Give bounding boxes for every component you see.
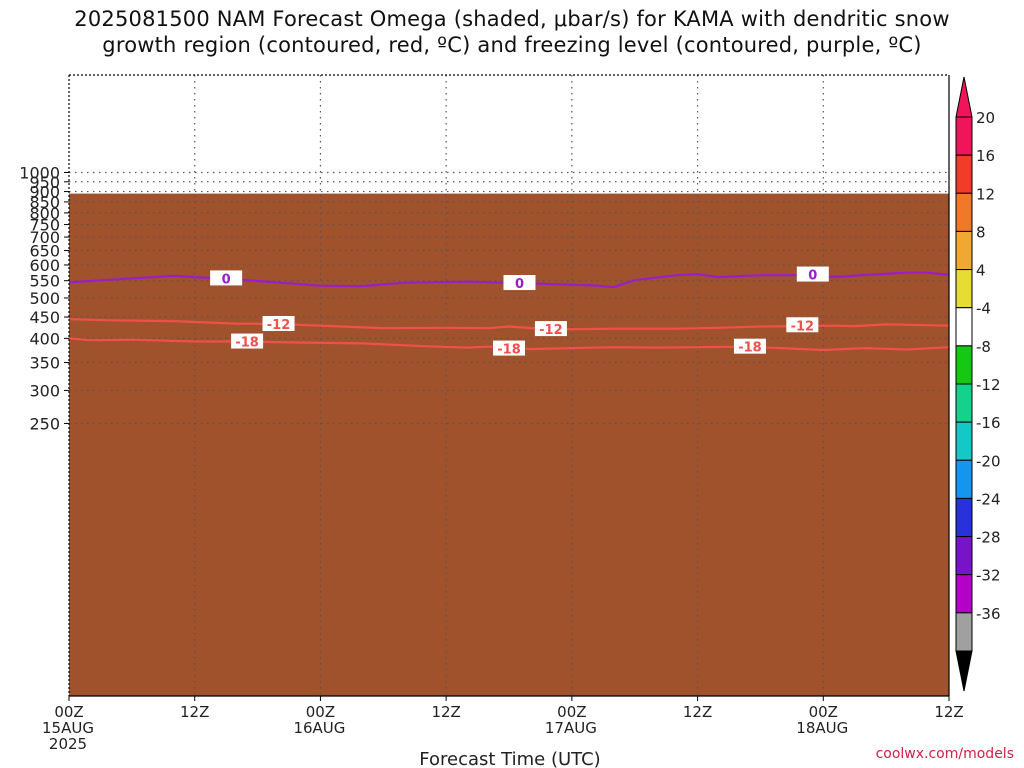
contour-label-bg <box>733 338 766 354</box>
y-tick-label: 450 <box>29 308 60 327</box>
contour-label-bg <box>231 333 264 349</box>
y-tick-label: 500 <box>29 289 60 308</box>
x-tick-label: 00Z <box>809 703 838 721</box>
y-tick-label: 300 <box>29 381 60 400</box>
colorbar-swatch <box>955 459 973 499</box>
grid-lines <box>69 75 949 696</box>
x-tick-label: 18AUG <box>796 719 848 737</box>
contour-label-bg <box>262 316 295 332</box>
contour-line <box>69 271 949 289</box>
colorbar-label: -4 <box>976 300 991 318</box>
y-tick-label: 400 <box>29 329 60 348</box>
colorbar: 20 16 12 8 4 -4 -8 -12 -16 -20 -24 -28 -32 -36 <box>955 76 1001 692</box>
colorbar-label: -36 <box>976 605 1001 623</box>
colorbar-label: 4 <box>976 262 986 280</box>
x-tick-label: 12Z <box>180 703 209 721</box>
x-tick-label: 16AUG <box>293 719 345 737</box>
colorbar-swatch <box>955 230 973 271</box>
colorbar-label: -24 <box>976 490 1001 508</box>
contour-line <box>69 337 949 352</box>
x-tick-label: 00Z <box>306 703 335 721</box>
colorbar-swatch <box>955 345 973 385</box>
colorbar-swatch <box>955 116 973 156</box>
colorbar-label: -8 <box>976 338 991 356</box>
colorbar-label: 16 <box>976 147 995 165</box>
colorbar-swatch <box>955 307 973 347</box>
contour-label-bg <box>503 275 536 291</box>
contour-label: 0 <box>808 269 817 284</box>
contour-label-bg <box>786 317 819 333</box>
credit-text: coolwx.com/models <box>875 746 1014 762</box>
colorbar-swatch <box>955 192 973 232</box>
colorbar-label: -20 <box>976 452 1001 470</box>
colorbar-label: 20 <box>976 109 995 127</box>
contour-label-bg <box>796 266 829 282</box>
contour-label-bg <box>534 321 567 337</box>
colorbar-swatch <box>955 421 973 461</box>
colorbar-label: 12 <box>976 185 995 203</box>
colorbar-swatch <box>955 154 973 194</box>
x-tick-label: 00Z <box>54 703 83 721</box>
contour-line <box>69 318 949 331</box>
colorbar-swatch <box>955 574 973 614</box>
chart-title-line-1: 2025081500 NAM Forecast Omega (shaded, μ… <box>74 7 950 31</box>
contour-label: -18 <box>738 341 762 356</box>
contour-label: -12 <box>267 318 291 333</box>
x-tick-label: 17AUG <box>545 719 597 737</box>
x-tick-label: 12Z <box>431 703 460 721</box>
y-tick-label: 950 <box>29 173 60 192</box>
axes: 250 300 350 400 4505005506006507007508008509… <box>19 74 964 768</box>
y-tick-label: 850 <box>29 193 60 212</box>
y-tick-label: 650 <box>29 241 60 260</box>
y-tick-label: 250 <box>29 414 60 433</box>
colorbar-label: -12 <box>976 376 1001 394</box>
y-tick-label: 750 <box>29 216 60 235</box>
colorbar-swatch <box>955 536 973 576</box>
colorbar-bottom-arrow <box>955 650 973 692</box>
colorbar-label: -28 <box>976 529 1001 547</box>
contour-label: -18 <box>497 343 521 358</box>
colorbar-swatch <box>955 269 973 309</box>
x-tick-label: 12Z <box>934 703 963 721</box>
colorbar-label: -32 <box>976 567 1001 585</box>
contour-label: -12 <box>539 323 563 338</box>
contour-label-bg <box>493 340 525 356</box>
y-tick-label: 1000 <box>19 164 60 183</box>
colorbar-label: -16 <box>976 414 1001 432</box>
contour-label: -12 <box>791 319 815 334</box>
x-tick-label: 2025 <box>49 735 87 753</box>
chart-title: 2025081500 NAM Forecast Omega (shaded, μ… <box>0 6 1024 58</box>
contour-label: -18 <box>235 336 259 351</box>
colorbar-swatch <box>955 497 973 538</box>
y-tick-label: 600 <box>29 256 60 275</box>
y-tick-label: 800 <box>29 204 60 223</box>
y-tick-label: 700 <box>29 228 60 247</box>
contour-label: 0 <box>515 277 524 292</box>
y-tick-label: 350 <box>29 354 60 373</box>
x-tick-label: 15AUG <box>42 719 94 737</box>
y-tick-label: 900 <box>29 183 60 202</box>
colorbar-label: 8 <box>976 223 986 241</box>
colorbar-top-arrow <box>955 76 973 118</box>
contour-label: 0 <box>222 272 231 287</box>
chart-title-line-2: growth region (contoured, red, ºC) and f… <box>102 33 922 57</box>
x-tick-label: 12Z <box>683 703 712 721</box>
temperature-contours: -18 -18 -18 -12 -12 -12 0 0 0 <box>69 266 949 358</box>
colorbar-swatch <box>955 383 973 423</box>
colorbar-swatch <box>955 612 973 652</box>
contour-label-bg <box>210 270 243 286</box>
y-tick-label: 550 <box>29 272 60 291</box>
x-tick-label: 00Z <box>557 703 586 721</box>
x-axis-label: Forecast Time (UTC) <box>419 749 600 768</box>
